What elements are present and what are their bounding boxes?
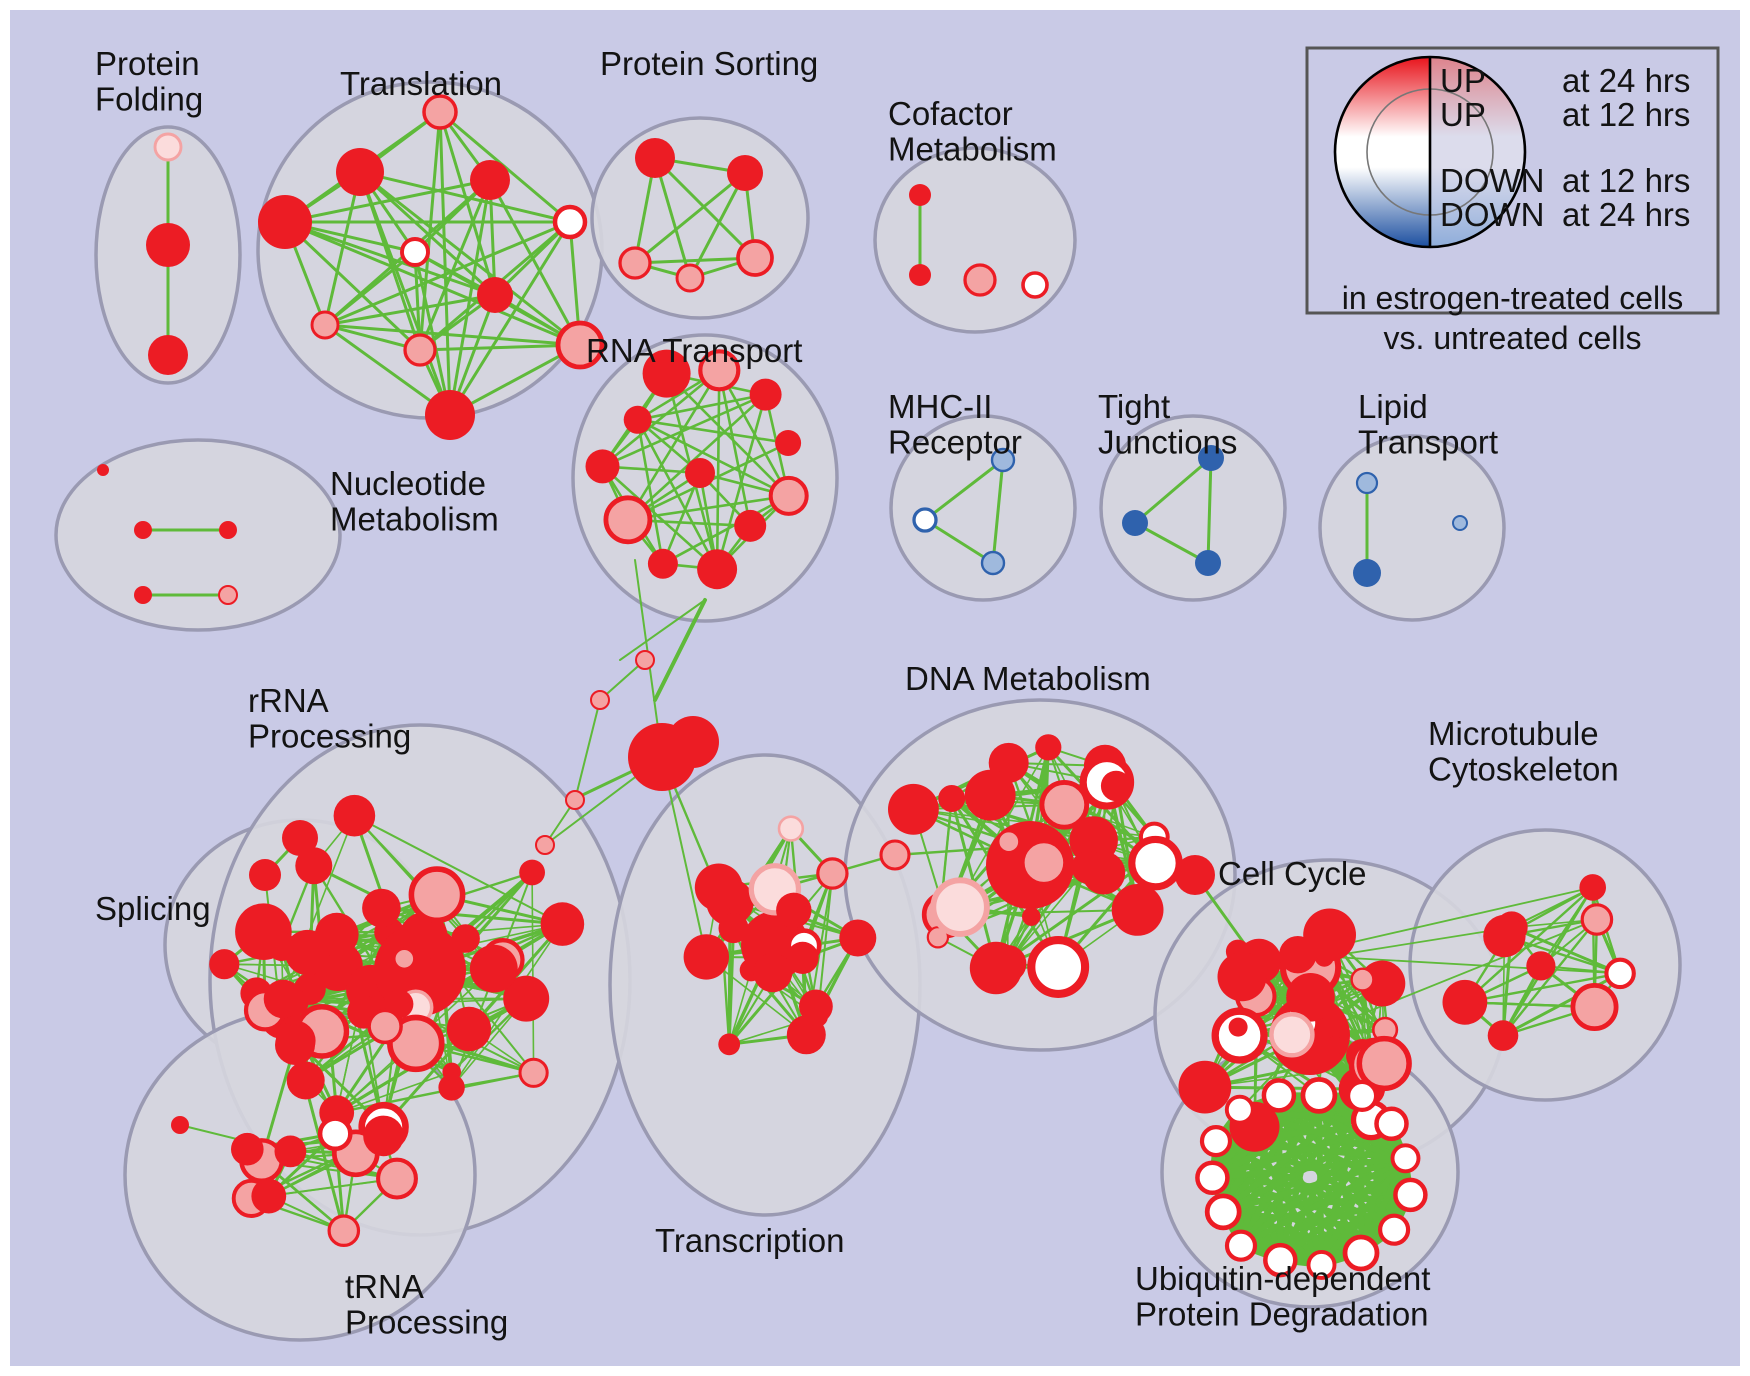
svg-text:at 12 hrs: at 12 hrs (1562, 96, 1690, 133)
svg-text:Protein Sorting: Protein Sorting (600, 45, 818, 82)
svg-text:DNA Metabolism: DNA Metabolism (905, 660, 1151, 697)
svg-text:UP: UP (1440, 96, 1486, 133)
svg-text:in estrogen-treated cells: in estrogen-treated cells (1342, 280, 1684, 316)
svg-text:at 24 hrs: at 24 hrs (1562, 62, 1690, 99)
svg-text:Transcription: Transcription (655, 1222, 845, 1259)
svg-text:DOWN: DOWN (1440, 162, 1544, 199)
svg-text:Cell Cycle: Cell Cycle (1218, 855, 1367, 892)
svg-text:Splicing: Splicing (95, 890, 211, 927)
svg-text:UP: UP (1440, 62, 1486, 99)
svg-text:vs. untreated cells: vs. untreated cells (1384, 320, 1642, 356)
svg-text:Translation: Translation (340, 65, 502, 102)
svg-text:at 12 hrs: at 12 hrs (1562, 162, 1690, 199)
svg-text:at 24 hrs: at 24 hrs (1562, 196, 1690, 233)
svg-text:DOWN: DOWN (1440, 196, 1544, 233)
svg-text:RNA Transport: RNA Transport (586, 332, 802, 369)
